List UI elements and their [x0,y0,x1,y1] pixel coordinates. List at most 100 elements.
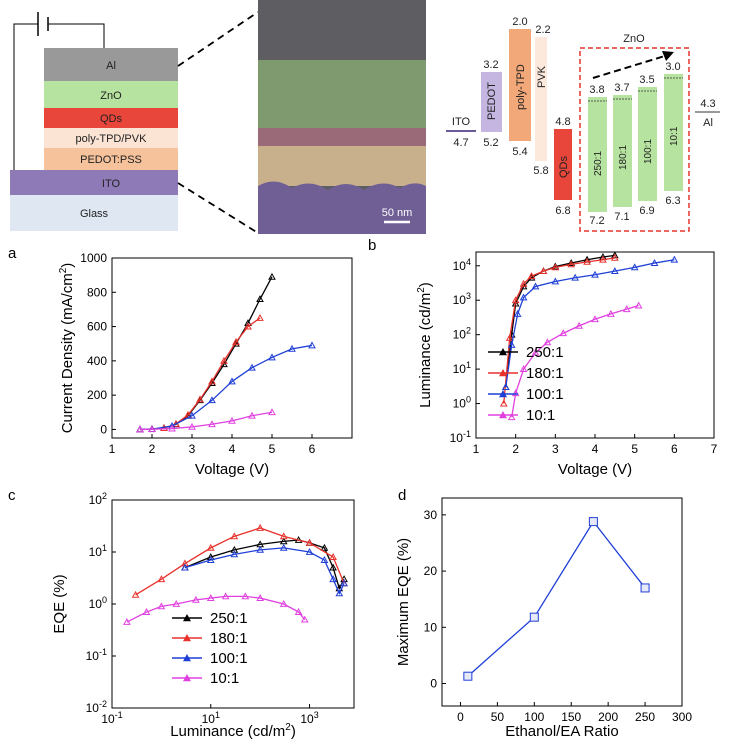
panel-c-point-1-1 [157,575,166,583]
tem-zno-region [258,60,426,140]
panel-letter-a: a [8,245,17,262]
polytpd-bottom: 5.4 [512,146,527,158]
panel-b-ylabel-main: Luminance (cd/m [417,293,434,408]
layer-glass [10,195,178,231]
panel-a-point-3-3 [188,422,196,430]
panel-a-ylabel-main: Current Density (mA/cm [59,273,76,433]
panel-b-xlabel: Voltage (V) [558,461,632,478]
panel-letter-c: c [8,487,16,504]
panel-c-point-0-8 [329,563,337,571]
panel-c-legend-label-2: 100:1 [210,650,248,667]
panel-a-point-1-7 [220,356,228,364]
panel-a-point-3-0 [136,425,144,433]
panel-a-point-1-9 [244,322,252,330]
panel-a-xtick-label-2: 3 [189,442,196,456]
panel-a-point-2-4 [208,396,216,404]
panel-a-point-3-5 [228,416,236,424]
panel-d-xtick-label-2: 100 [524,710,544,724]
panel-b-point-0-10 [610,251,619,259]
zno-10-top: 3.0 [665,61,680,73]
zno-bar-10: 3.0 6.3 10:1 [664,61,683,207]
panel-a-xlabel: Voltage (V) [195,461,269,478]
panel-c-point-2-0 [181,563,189,571]
panel-c-point-1-2 [181,559,189,567]
panel-b-ylabel: Luminance (cd/m2) [416,282,434,408]
zno-250-bottom: 7.2 [589,215,604,227]
panel-a-point-2-6 [248,363,256,371]
zno-250-label: 250:1 [593,151,604,176]
panel-b-legend-label-3: 10:1 [526,407,555,424]
panel-c-legend-label-3: 10:1 [210,670,239,687]
panel-c-legend-label-0: 250:1 [210,610,248,627]
panel-b-point-2-3 [519,293,528,301]
zoom-line-top [177,11,259,67]
panel-d-ytick-label-3: 30 [424,508,438,522]
panel-c-point-3-2 [157,602,166,610]
zno-100-top: 3.5 [639,74,654,86]
panel-c-point-3-0 [123,618,131,625]
qds-top: 4.8 [555,116,570,128]
panel-b-ytick-label-0: 10-1 [450,429,471,445]
zno-dashed-box [579,47,690,232]
layer-pedot-label: PEDOT:PSS [80,154,142,166]
panel-d-point-0 [463,671,473,681]
layer-ito [10,170,178,195]
tem-qd-region [258,128,426,146]
panel-b-point-3-9 [622,305,631,313]
pedot-bottom: 5.2 [483,137,498,149]
panel-b-point-3-4 [543,338,552,346]
panel-b-legend-label-1: 180:1 [526,365,564,382]
panel-b-xtick-label-4: 5 [631,442,638,456]
panel-c-point-2-1 [206,556,215,563]
pedot-bar [481,72,502,132]
panel-c-xtick-label-0: 10-1 [101,710,122,726]
layer-zno-label: ZnO [100,90,122,102]
ito-value: 4.7 [453,137,468,149]
panel-c-legend-label-1: 180:1 [210,630,248,647]
panel-a-xtick-label-1: 2 [149,442,156,456]
pvk-bottom: 5.8 [533,165,548,177]
panel-a-ylabel: Current Density (mA/cm2) [58,263,76,434]
panel-b-point-1-2 [511,296,520,304]
zno-250-top: 3.8 [589,84,604,96]
panel-b-point-3-8 [607,309,615,317]
panel-d-xtick-label-6: 300 [672,710,692,724]
panel-b-point-2-0 [501,383,510,391]
panel-a-line-10-1 [139,411,273,431]
panel-d-ylabel: Maximum EQE (%) [395,538,412,666]
panel-c-point-3-1 [142,608,151,615]
panel-b-xtick-label-3: 4 [592,442,599,456]
zno-100-bottom: 6.9 [639,205,654,217]
panel-c-xlabel-main: Luminance (cd/m [170,723,285,740]
panel-b-legend-marker-1 [499,369,507,377]
qds-bottom: 6.8 [555,205,570,217]
qds-label: QDs [558,156,570,179]
zno-180-top: 3.7 [614,82,629,94]
panel-letter-b: b [368,237,376,254]
panel-a-ytick-label-5: 1000 [80,251,107,265]
ito-label: ITO [452,116,471,128]
tem-htl-region [258,146,426,186]
panel-b-point-2-2 [513,309,522,317]
panel-b-xtick-label-2: 3 [552,442,559,456]
panel-d-xtick-label-0: 0 [457,710,464,724]
panel-a-ytick-label-3: 600 [87,320,107,334]
chart-panel-b: 1 2 3 4 5 6 7 10-1 100 101 102 103 104 250:1 180:1 10… [416,251,718,478]
panel-c-legend-marker-0 [183,614,191,622]
panel-b-xtick-label-0: 1 [473,442,480,456]
panel-b-xtick-label-1: 2 [512,442,519,456]
panel-b-y-ticks: 10-1 100 101 102 103 104 [450,257,480,445]
chart-panel-a: 1 2 3 4 5 6 0 200 400 600 800 1000 Voltage (V) Cur… [58,251,353,478]
panel-c-y-ticks: 10-2 10-1 100 101 102 [86,491,116,715]
panel-c-line-250-1 [184,539,345,591]
panel-b-legend-marker-2 [499,390,507,398]
panel-b-xtick-label-5: 6 [671,442,678,456]
panel-c-xlabel: Luminance (cd/m2) [170,722,296,740]
panel-b-point-1-7 [567,260,576,268]
panel-a-point-3-2 [168,424,176,432]
panel-d-ytick-label-0: 0 [430,677,437,691]
panel-b-legend-marker-3 [499,411,507,419]
panel-a-point-1-10 [256,313,264,321]
